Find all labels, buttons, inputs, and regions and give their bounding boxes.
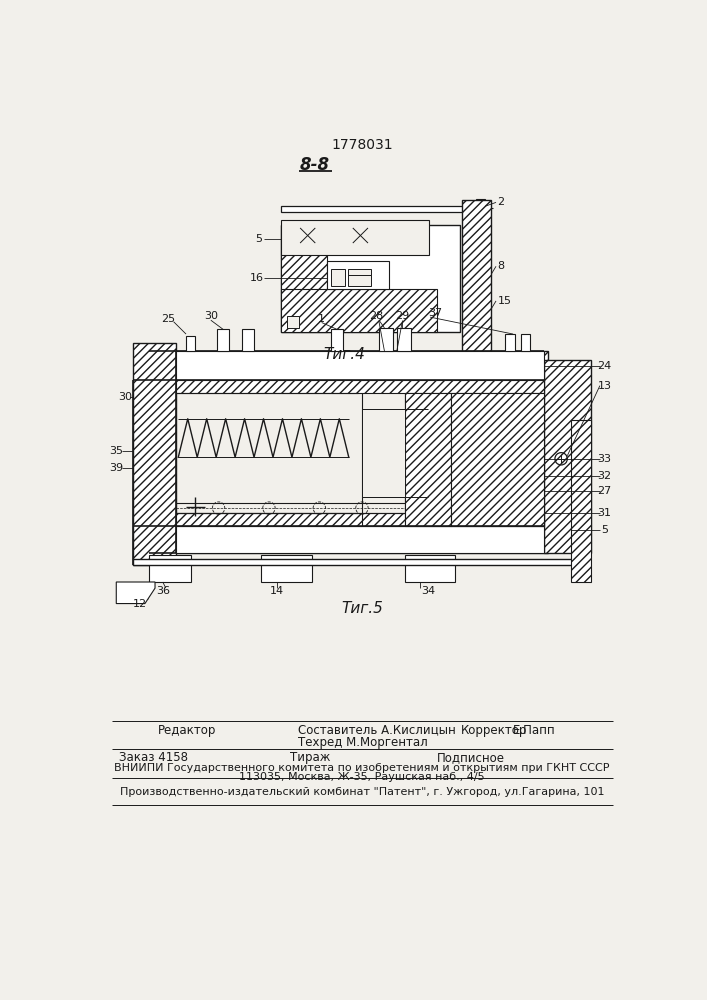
Bar xyxy=(176,380,544,393)
Text: ВНИИПИ Государственного комитета по изобретениям и открытиям при ГКНТ СССР: ВНИИПИ Государственного комитета по изоб… xyxy=(115,763,609,773)
Text: 15: 15 xyxy=(498,296,512,306)
Bar xyxy=(462,200,491,359)
Text: 8-8: 8-8 xyxy=(300,156,329,174)
Bar xyxy=(149,526,548,553)
Bar xyxy=(544,360,590,553)
Text: 27: 27 xyxy=(597,486,612,496)
Bar xyxy=(327,261,389,289)
Bar xyxy=(281,289,437,332)
Bar xyxy=(281,225,460,332)
Text: 113035, Москва, Ж-35, Раушская наб., 4/5: 113035, Москва, Ж-35, Раушская наб., 4/5 xyxy=(239,772,485,782)
Text: Тираж: Тираж xyxy=(290,751,330,764)
Text: 31: 31 xyxy=(597,508,612,518)
Bar xyxy=(571,420,590,582)
Text: Редактор: Редактор xyxy=(158,724,216,737)
Polygon shape xyxy=(116,582,155,604)
Bar xyxy=(331,329,344,351)
Text: 39: 39 xyxy=(109,463,123,473)
Bar xyxy=(176,526,544,553)
Text: Производственно-издательский комбинат "Патент", г. Ужгород, ул.Гагарина, 101: Производственно-издательский комбинат "П… xyxy=(119,787,604,797)
Bar xyxy=(281,225,327,332)
Text: 37: 37 xyxy=(428,308,443,318)
Text: 25: 25 xyxy=(161,314,175,324)
Text: 1778031: 1778031 xyxy=(331,138,393,152)
Bar xyxy=(134,343,176,565)
Bar xyxy=(521,334,530,351)
Text: Τиг.5: Τиг.5 xyxy=(341,601,383,616)
Text: 12: 12 xyxy=(132,599,146,609)
Text: 33: 33 xyxy=(597,454,612,464)
Bar xyxy=(149,351,548,380)
Bar xyxy=(242,329,255,351)
Bar xyxy=(476,199,485,210)
Text: Τиг.4: Τиг.4 xyxy=(323,347,365,362)
Bar xyxy=(451,393,544,526)
Bar xyxy=(217,329,230,351)
Bar xyxy=(348,275,371,286)
Text: 35: 35 xyxy=(110,446,123,456)
Bar xyxy=(149,555,192,582)
Text: 30: 30 xyxy=(204,311,218,321)
Bar xyxy=(176,513,544,526)
Text: 8: 8 xyxy=(498,261,505,271)
Text: Е.Папп: Е.Папп xyxy=(513,724,556,737)
Text: Составитель А.Кислицын: Составитель А.Кислицын xyxy=(298,723,455,736)
Text: 2: 2 xyxy=(498,197,505,207)
Bar xyxy=(506,334,515,351)
Bar xyxy=(404,555,455,582)
Text: Корректор: Корректор xyxy=(460,724,527,737)
Bar xyxy=(362,409,404,497)
Text: 14: 14 xyxy=(269,586,284,596)
Bar xyxy=(348,269,371,275)
Text: 24: 24 xyxy=(597,361,612,371)
Bar xyxy=(261,555,312,582)
Bar xyxy=(273,206,468,336)
Bar xyxy=(379,328,393,351)
Text: 1: 1 xyxy=(318,314,325,324)
Text: 29: 29 xyxy=(395,311,409,321)
Bar xyxy=(331,269,345,286)
Text: 36: 36 xyxy=(156,586,170,596)
Text: 28: 28 xyxy=(369,311,383,321)
Text: 32: 32 xyxy=(597,471,612,481)
Bar xyxy=(404,393,451,526)
Bar xyxy=(186,336,195,351)
Bar xyxy=(176,380,544,526)
Text: 5: 5 xyxy=(601,525,608,535)
Bar xyxy=(176,351,544,380)
Text: Подписное: Подписное xyxy=(437,751,505,764)
Text: 34: 34 xyxy=(421,586,435,596)
Bar xyxy=(281,206,476,212)
Text: 16: 16 xyxy=(250,273,264,283)
Bar xyxy=(397,328,411,351)
Text: Техред М.Моргентал: Техред М.Моргентал xyxy=(298,736,427,749)
Text: 13: 13 xyxy=(597,381,612,391)
Bar xyxy=(281,220,429,255)
Text: 5: 5 xyxy=(255,234,262,244)
Bar xyxy=(462,355,491,370)
Text: Заказ 4158: Заказ 4158 xyxy=(119,751,188,764)
Bar xyxy=(134,559,589,565)
Text: 30: 30 xyxy=(119,392,133,402)
Bar xyxy=(287,316,299,328)
